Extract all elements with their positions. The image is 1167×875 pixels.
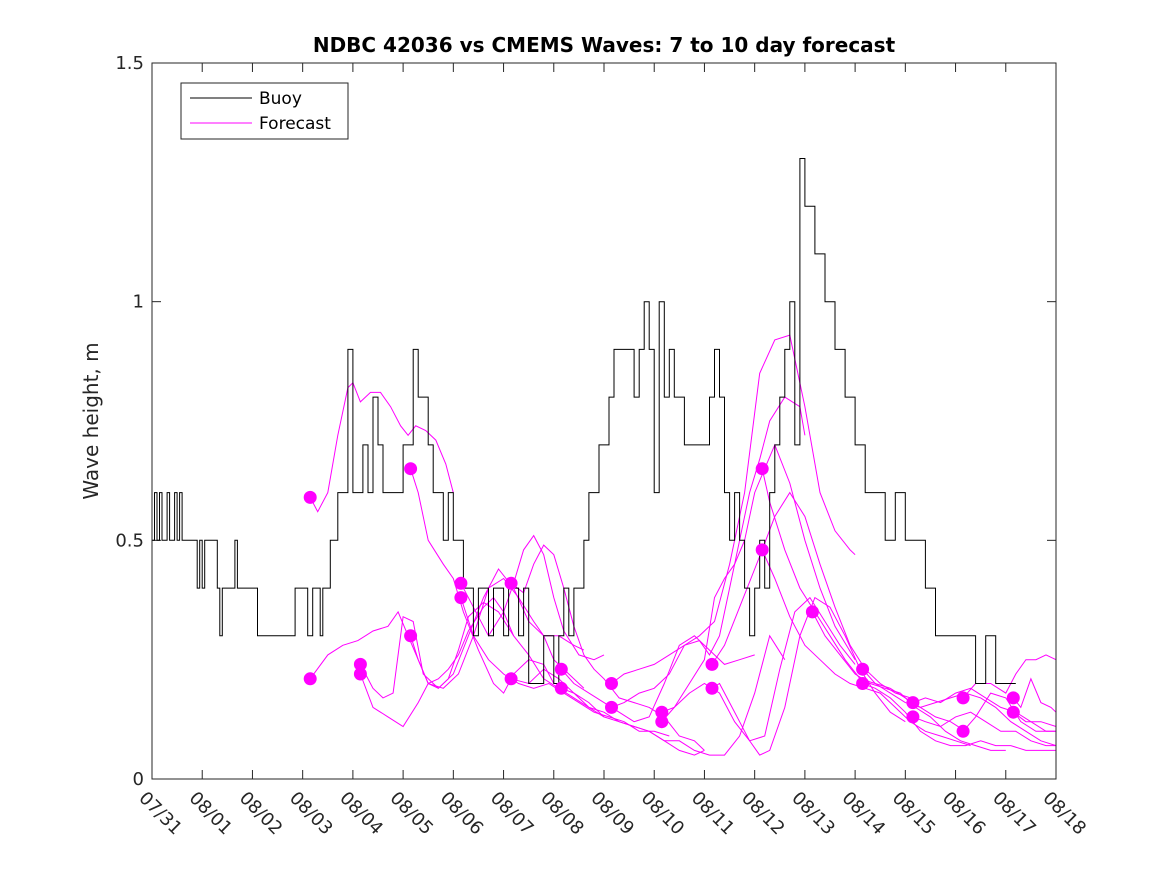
forecast-start-marker	[906, 710, 920, 724]
forecast-start-marker	[705, 657, 719, 671]
forecast-line-run-14	[611, 334, 856, 708]
forecast-line-run-11	[560, 635, 755, 723]
forecast-line-run-6	[410, 601, 605, 718]
forecast-start-marker	[1006, 705, 1020, 719]
legend-buoy-label: Buoy	[259, 89, 302, 109]
plot-area	[152, 63, 1056, 779]
buoy-series	[152, 158, 1016, 684]
forecast-start-marker	[404, 462, 418, 476]
forecast-line-run-25	[912, 711, 1056, 747]
y-tick-label: 1	[133, 292, 144, 313]
forecast-start-marker	[956, 724, 970, 738]
forecast-line-run-27	[962, 692, 1056, 732]
forecast-start-marker	[504, 576, 518, 590]
forecast-start-marker	[454, 591, 468, 605]
forecast-markers	[303, 462, 1020, 738]
forecast-start-marker	[655, 705, 669, 719]
buoy-line	[152, 158, 1016, 684]
forecast-line-run-15	[661, 443, 856, 713]
forecast-start-marker	[404, 629, 418, 643]
forecast-line-run-12	[561, 634, 786, 756]
forecast-start-marker	[353, 657, 367, 671]
forecast-line-run-29	[1012, 711, 1057, 727]
forecast-start-marker	[303, 490, 317, 504]
forecast-line-run-1	[309, 381, 454, 513]
forecast-line-run-9	[510, 544, 705, 751]
forecast-line-run-13	[611, 396, 806, 684]
forecast-start-marker	[303, 672, 317, 686]
axes-box	[151, 62, 1057, 780]
legend-forecast-label: Forecast	[259, 114, 331, 134]
forecast-start-marker	[956, 691, 970, 705]
forecast-line-run-16	[661, 596, 856, 742]
forecast-start-marker	[605, 700, 618, 714]
y-axis-label: Wave height, m	[79, 342, 103, 499]
forecast-line-run-10	[510, 668, 705, 756]
legend: Buoy Forecast	[180, 82, 349, 140]
forecast-start-marker	[605, 677, 618, 690]
y-tick-label: 0.5	[115, 530, 144, 551]
forecast-start-marker	[454, 576, 468, 590]
forecast-start-marker	[856, 677, 870, 690]
forecast-start-marker	[1006, 691, 1020, 705]
forecast-start-marker	[655, 715, 669, 729]
forecast-start-marker	[755, 462, 769, 476]
forecast-line-run-17	[711, 491, 911, 699]
forecast-line-run-23	[862, 683, 1056, 751]
forecast-start-marker	[554, 662, 568, 676]
forecast-start-marker	[554, 681, 568, 695]
forecast-start-marker	[705, 681, 719, 695]
forecast-line-run-28	[1012, 677, 1057, 713]
forecast-start-marker	[755, 543, 769, 557]
forecast-start-marker	[856, 662, 870, 676]
y-tick-label: 0	[133, 769, 144, 790]
forecast-start-marker	[805, 605, 819, 619]
forecast-start-marker	[353, 667, 367, 681]
forecast-start-marker	[906, 696, 920, 710]
forecast-line-run-24	[912, 687, 1056, 732]
forecast-start-marker	[504, 672, 518, 686]
legend-box	[180, 82, 349, 140]
chart-title: NDBC 42036 vs CMEMS Waves: 7 to 10 day f…	[313, 33, 896, 57]
y-tick-label: 1.5	[115, 53, 144, 74]
